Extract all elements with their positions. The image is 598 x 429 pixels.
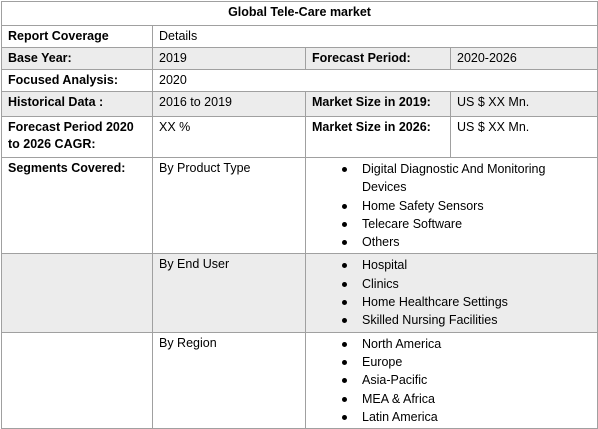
cell: 2016 to 2019 (152, 91, 306, 117)
cell: Report Coverage (1, 25, 153, 48)
cell: 2020-2026 (449, 47, 598, 70)
cell: Forecast Period 2020 to 2026 CAGR: (1, 116, 153, 158)
bullet-item: Others (342, 233, 591, 251)
bullet-item: Home Healthcare Settings (342, 293, 591, 311)
cell: 2019 (152, 47, 306, 70)
cell: By Region (152, 331, 306, 429)
cell: US $ XX Mn. (449, 91, 598, 117)
bullet-list: Hospital Clinics Home Healthcare Settings S… (312, 256, 591, 329)
cell: Segments Covered: (1, 156, 153, 255)
cell: Forecast Period: (305, 47, 451, 70)
cell: Market Size in 2019: (305, 91, 451, 117)
cell: Details (151, 25, 598, 48)
bullet-list: Digital Diagnostic And Monitoring Device… (312, 160, 591, 251)
bullet-item: Clinics (342, 275, 591, 293)
table-title: Global Tele-Care market (0, 1, 598, 26)
cell: North America Europe Asia-Pacific MEA & Afr… (304, 331, 598, 429)
bullet-item: Asia-Pacific (342, 371, 591, 389)
cell: Base Year: (1, 47, 153, 70)
bullet-item: Skilled Nursing Facilities (342, 311, 591, 329)
bullet-item: Hospital (342, 256, 591, 274)
bullet-item: North America (342, 335, 591, 353)
cell (1, 331, 153, 429)
bullet-item: Europe (342, 353, 591, 371)
cell: Historical Data : (1, 91, 153, 117)
bullet-item: Digital Diagnostic And Monitoring Device… (342, 160, 591, 197)
bullet-item: MEA & Africa (342, 390, 591, 408)
cell: Market Size in 2026: (305, 116, 451, 158)
cell: Digital Diagnostic And Monitoring Device… (304, 156, 598, 255)
cell: 2020 (151, 69, 598, 92)
bullet-item: Home Safety Sensors (342, 197, 591, 215)
cell: US $ XX Mn. (449, 116, 598, 158)
cell (1, 253, 153, 333)
cell: By Product Type (152, 156, 306, 255)
cell: Hospital Clinics Home Healthcare Settings S… (304, 253, 598, 333)
cell: XX % (152, 116, 306, 158)
bullet-item: Telecare Software (342, 215, 591, 233)
cell: By End User (152, 253, 306, 333)
bullet-list: North America Europe Asia-Pacific MEA & Afr… (312, 335, 591, 426)
cell: Focused Analysis: (1, 69, 153, 92)
bullet-item: Latin America (342, 408, 591, 426)
